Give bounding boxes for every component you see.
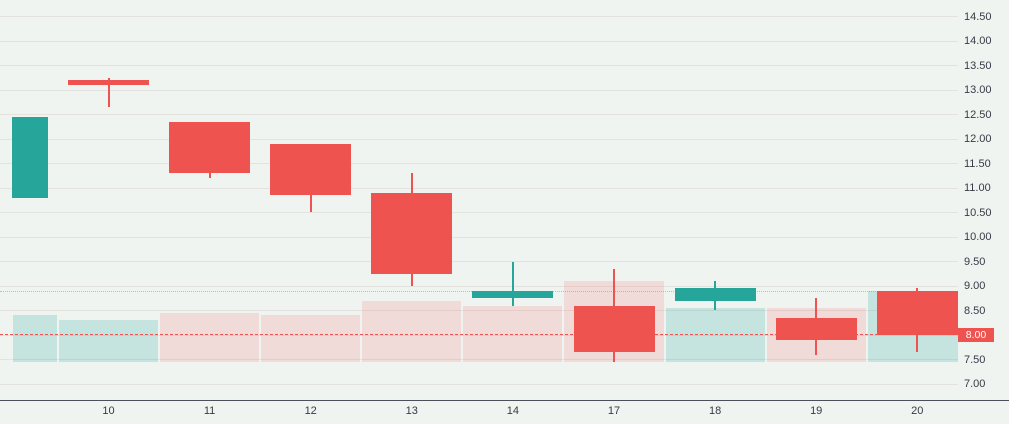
grid-line: [0, 163, 958, 164]
volume-zone: [362, 300, 462, 362]
candle-body: [674, 288, 756, 301]
grid-line: [0, 334, 958, 336]
volume-zone: [12, 315, 57, 362]
grid-line: [0, 285, 958, 287]
time-axis[interactable]: 10 11 12 13 14 17 18 19 20: [0, 400, 1009, 424]
price-tick-label: 9.00: [964, 280, 986, 292]
price-tick-label: 11.00: [964, 182, 991, 194]
time-tick-label: 14: [506, 405, 520, 417]
candle-body: [169, 121, 251, 174]
time-tick-label: 10: [102, 405, 115, 417]
candle-body: [270, 143, 352, 196]
volume-zone: [463, 305, 563, 362]
price-tick-label: 11.50: [964, 157, 991, 170]
current-price-label: 8.00: [965, 329, 987, 341]
time-tick-label: 12: [304, 405, 317, 417]
candle-wick: [511, 261, 514, 306]
price-tick-label: 14.50: [964, 10, 992, 23]
plot-area[interactable]: [0, 0, 958, 400]
grid-line: [0, 212, 958, 213]
price-tick-label: 13.00: [964, 84, 992, 96]
price-tick-label: 10.50: [964, 206, 992, 219]
price-tick-label: 7.00: [964, 378, 986, 390]
price-tick-label: 9.50: [964, 255, 986, 268]
grid-line: [0, 187, 958, 189]
time-tick-label: 17: [607, 405, 621, 417]
volume-zone: [160, 312, 260, 362]
volume-zone: [58, 320, 159, 362]
candle-body: [876, 290, 958, 335]
price-tick-label: 14.00: [964, 35, 992, 47]
grid-line: [0, 16, 958, 17]
grid-line: [0, 359, 958, 360]
grid-line: [0, 310, 958, 311]
time-tick-label: 20: [911, 405, 924, 417]
time-tick-label: 18: [708, 405, 722, 417]
grid-line: [0, 383, 958, 385]
grid-line: [0, 236, 958, 238]
volume-zone: [261, 315, 361, 362]
candle-body: [68, 80, 149, 86]
price-tick-label: 10.00: [964, 231, 992, 243]
grid-line: [0, 89, 958, 91]
current-price-line: [0, 334, 958, 335]
grid-line: [0, 40, 958, 42]
price-tick-label: 7.50: [964, 353, 986, 366]
price-tick-label: 8.50: [964, 304, 986, 317]
price-tick-label: 12.00: [964, 133, 992, 145]
grid-line: [0, 65, 958, 66]
grid-line: [0, 114, 958, 115]
grid-line: [0, 138, 958, 140]
grid-line: [0, 261, 958, 262]
price-tick-label: 12.50: [964, 108, 992, 121]
time-tick-label: 19: [810, 405, 823, 417]
candle-body: [12, 116, 48, 198]
candle-body: [472, 290, 554, 299]
price-axis[interactable]: 14.50 14.00 13.50 13.00 12.50 12.00 11.50 11.00…: [958, 0, 1009, 400]
time-tick-label: 11: [203, 405, 216, 417]
candle-wick: [107, 77, 110, 108]
candle-body: [371, 192, 453, 274]
price-tick-label: 13.50: [964, 59, 992, 72]
time-tick-label: 13: [405, 405, 418, 417]
candle-body: [775, 317, 857, 340]
current-price-badge: 8.00: [958, 328, 994, 342]
candle-body: [573, 305, 655, 353]
